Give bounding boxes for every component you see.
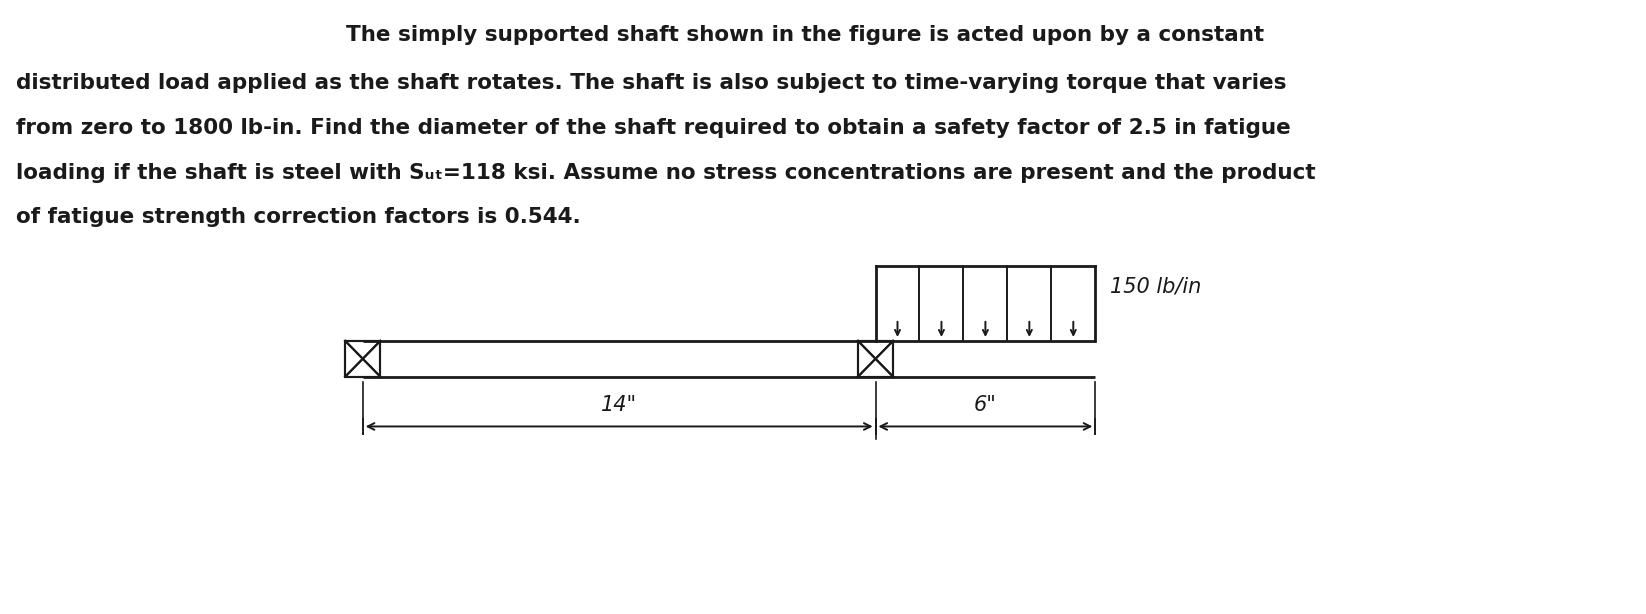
Text: from zero to 1800 lb-in. Find the diameter of the shaft required to obtain a saf: from zero to 1800 lb-in. Find the diamet… <box>16 118 1290 138</box>
Text: loading if the shaft is steel with Sᵤₜ=118 ksi. Assume no stress concentrations : loading if the shaft is steel with Sᵤₜ=1… <box>16 163 1315 182</box>
Bar <box>858 341 894 376</box>
Bar <box>346 341 380 376</box>
Bar <box>346 341 380 376</box>
Text: 150 lb/in: 150 lb/in <box>1109 276 1202 296</box>
Text: distributed load applied as the shaft rotates. The shaft is also subject to time: distributed load applied as the shaft ro… <box>16 73 1287 93</box>
Text: 6": 6" <box>974 395 997 415</box>
Text: of fatigue strength correction factors is 0.544.: of fatigue strength correction factors i… <box>16 208 581 227</box>
Bar <box>858 341 894 376</box>
Text: 14": 14" <box>601 395 637 415</box>
Text: The simply supported shaft shown in the figure is acted upon by a constant: The simply supported shaft shown in the … <box>346 25 1264 45</box>
